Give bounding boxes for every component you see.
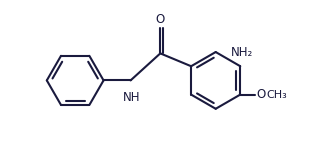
Text: O: O: [156, 13, 165, 26]
Text: O: O: [257, 88, 266, 101]
Text: NH: NH: [123, 91, 141, 104]
Text: CH₃: CH₃: [266, 90, 287, 100]
Text: NH₂: NH₂: [230, 46, 253, 59]
